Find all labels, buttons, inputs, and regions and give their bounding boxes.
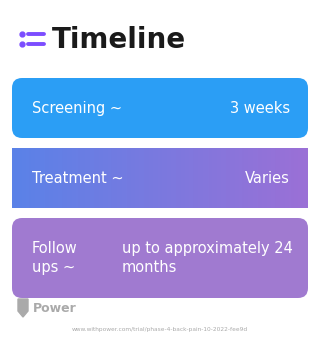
Text: Follow
ups ~: Follow ups ~ <box>32 240 78 276</box>
Text: Timeline: Timeline <box>52 26 186 54</box>
Text: Power: Power <box>33 302 77 314</box>
Text: www.withpower.com/trial/phase-4-back-pain-10-2022-fee9d: www.withpower.com/trial/phase-4-back-pai… <box>72 328 248 332</box>
Text: Treatment ~: Treatment ~ <box>32 170 124 186</box>
Text: Screening ~: Screening ~ <box>32 101 122 116</box>
FancyBboxPatch shape <box>12 218 308 298</box>
Text: Varies: Varies <box>245 170 290 186</box>
Text: up to approximately 24
months: up to approximately 24 months <box>122 240 293 276</box>
Polygon shape <box>18 299 28 317</box>
FancyBboxPatch shape <box>12 78 308 138</box>
Text: 3 weeks: 3 weeks <box>230 101 290 116</box>
